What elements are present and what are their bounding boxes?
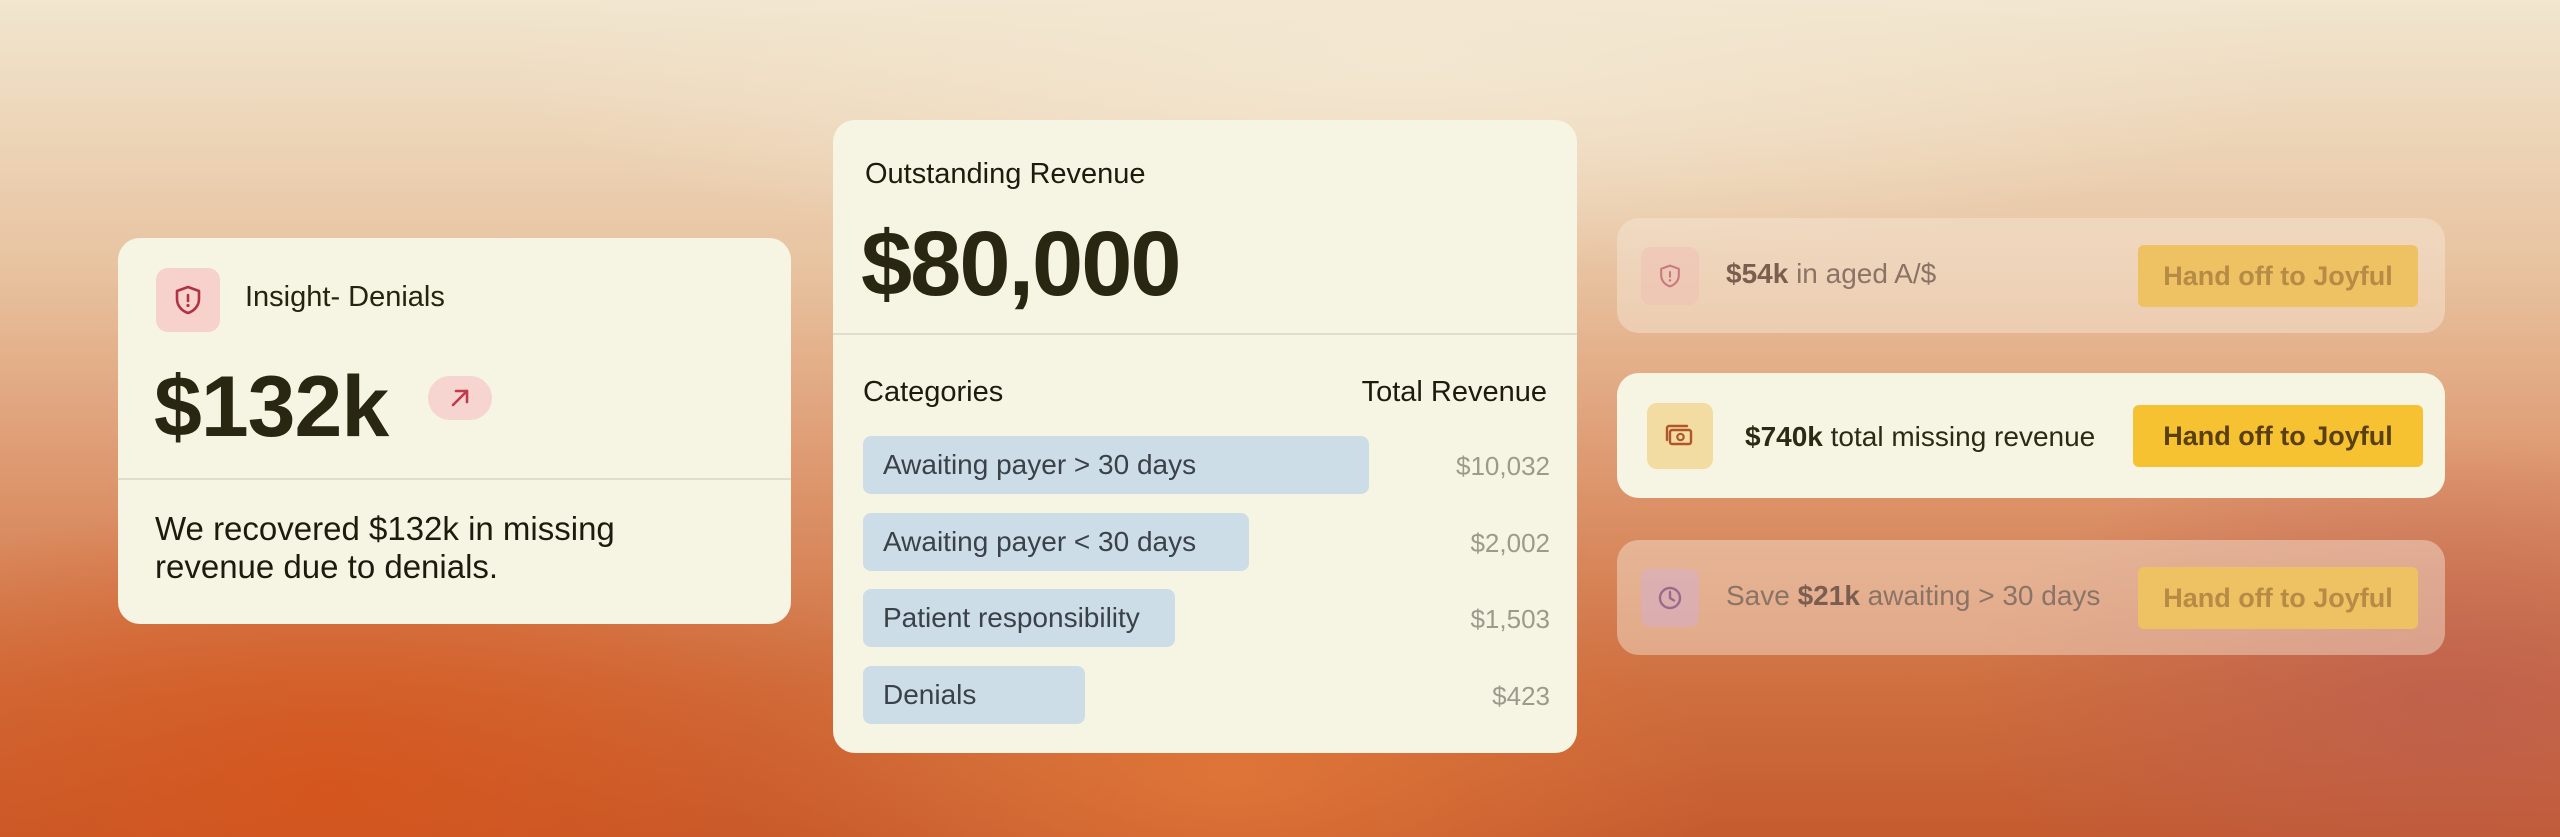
category-label: Denials	[883, 679, 977, 710]
column-header-total-revenue: Total Revenue	[1361, 376, 1547, 408]
action-text: $54k in aged A/$	[1726, 258, 1937, 289]
action-text: Save $21k awaiting > 30 days	[1726, 580, 2101, 611]
action-text: $740k total missing revenue	[1745, 421, 2096, 452]
category-value: $10,032	[1456, 451, 1550, 481]
category-label: Awaiting payer > 30 days	[883, 449, 1197, 480]
insight-amount: $132k	[154, 359, 389, 455]
category-bar	[863, 666, 1085, 724]
action-card-aged-ar: $54k in aged A/$ Hand off to Joyful	[1617, 218, 2445, 333]
category-row[interactable]: Awaiting payer < 30 days $2,002	[863, 513, 1550, 571]
action-card-awaiting: Save $21k awaiting > 30 days Hand off to…	[1617, 540, 2445, 655]
money-icon	[1647, 403, 1713, 469]
category-bar	[863, 589, 1175, 647]
category-bar	[863, 436, 1369, 494]
shield-alert-icon	[1641, 247, 1699, 305]
hand-off-button[interactable]: Hand off to Joyful	[2138, 245, 2418, 307]
revenue-title: Outstanding Revenue	[865, 158, 1146, 190]
category-value: $1,503	[1470, 604, 1550, 634]
divider	[118, 478, 791, 480]
category-value: $423	[1492, 681, 1550, 711]
category-bar	[863, 513, 1249, 571]
insight-description: We recovered $132k in missing revenue du…	[155, 510, 615, 585]
divider	[833, 333, 1577, 335]
category-row[interactable]: Awaiting payer > 30 days $10,032	[863, 436, 1550, 494]
category-label: Patient responsibility	[883, 602, 1140, 633]
category-row[interactable]: Denials $423	[863, 666, 1550, 724]
column-header-categories: Categories	[863, 376, 1004, 408]
insight-card: Insight- Denials $132k We recovered $132…	[118, 238, 791, 624]
action-card-missing-revenue: $740k total missing revenue Hand off to …	[1617, 373, 2445, 498]
outstanding-revenue-card: Outstanding Revenue $80,000 Categories T…	[833, 120, 1577, 753]
category-value: $2,002	[1470, 528, 1550, 558]
arrow-up-right-icon[interactable]	[428, 376, 492, 420]
hand-off-button[interactable]: Hand off to Joyful	[2138, 567, 2418, 629]
clock-icon	[1641, 569, 1699, 627]
insight-title: Insight- Denials	[245, 281, 445, 313]
hand-off-button[interactable]: Hand off to Joyful	[2133, 405, 2423, 467]
revenue-amount: $80,000	[861, 213, 1182, 315]
category-label: Awaiting payer < 30 days	[883, 526, 1197, 557]
category-row[interactable]: Patient responsibility $1,503	[863, 589, 1550, 647]
shield-alert-icon	[156, 268, 220, 332]
